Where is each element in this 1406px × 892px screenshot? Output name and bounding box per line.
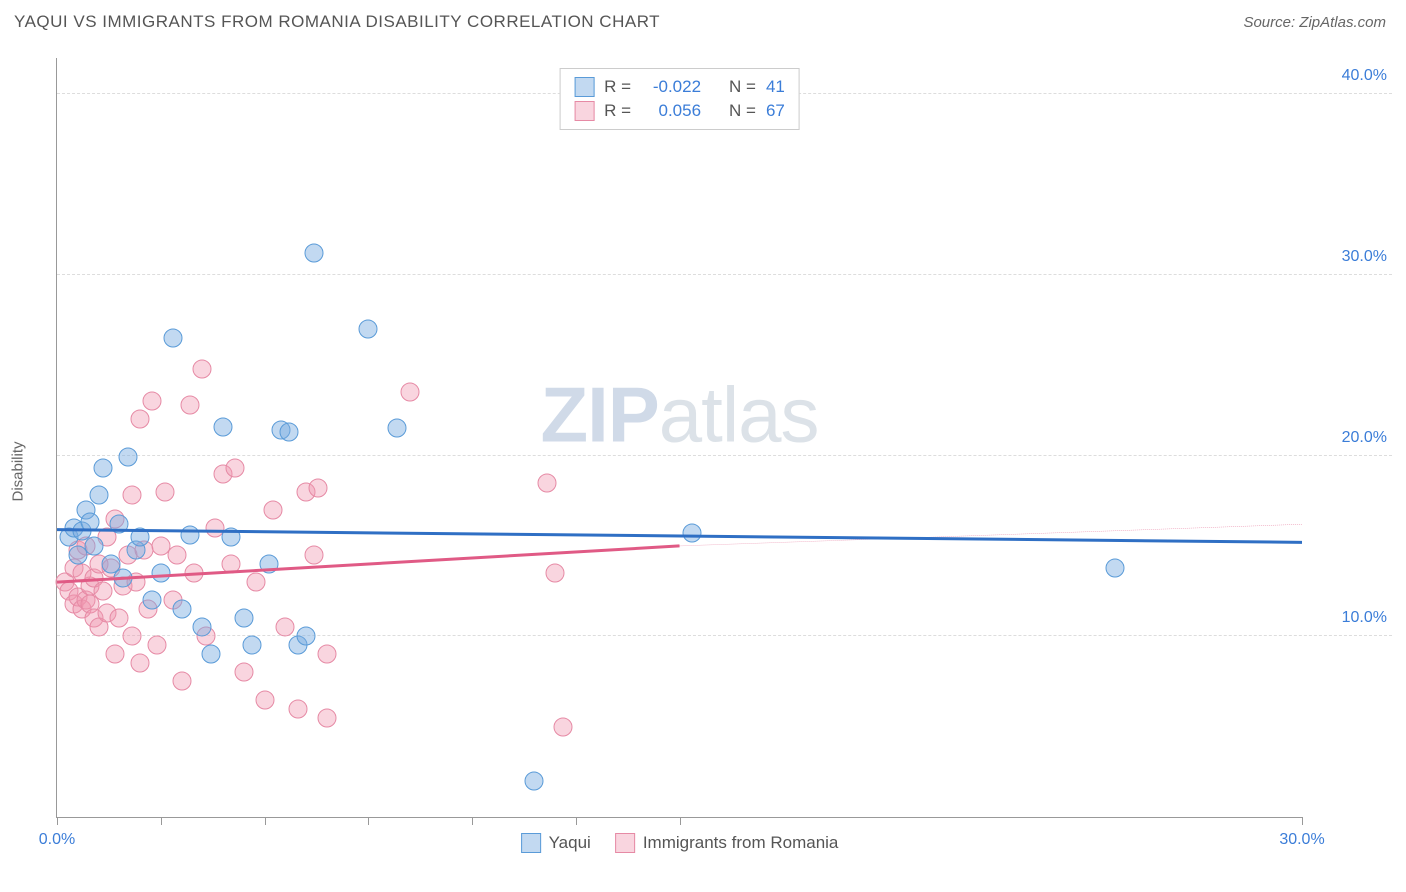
scatter-point-yaqui [114, 569, 133, 588]
x-tick-label: 0.0% [39, 831, 75, 849]
x-tick-label: 30.0% [1279, 831, 1324, 849]
scatter-point-yaqui [234, 609, 253, 628]
scatter-point-yaqui [85, 536, 104, 555]
scatter-point-romania [400, 383, 419, 402]
y-axis-label: Disability [10, 441, 27, 501]
legend-series-item: Yaqui [521, 833, 591, 853]
gridline [57, 635, 1392, 636]
scatter-point-romania [93, 582, 112, 601]
y-tick-label: 30.0% [1342, 248, 1387, 266]
x-tick [57, 817, 58, 825]
scatter-point-yaqui [305, 244, 324, 263]
scatter-point-yaqui [164, 329, 183, 348]
scatter-point-romania [122, 627, 141, 646]
scatter-point-yaqui [682, 524, 701, 543]
gridline [57, 455, 1392, 456]
scatter-point-yaqui [81, 513, 100, 532]
chart-title: YAQUI VS IMMIGRANTS FROM ROMANIA DISABIL… [14, 12, 660, 32]
y-tick-label: 40.0% [1342, 67, 1387, 85]
legend-swatch-icon [615, 833, 635, 853]
x-tick [1302, 817, 1303, 825]
scatter-point-yaqui [172, 600, 191, 619]
scatter-point-romania [184, 564, 203, 583]
scatter-point-romania [143, 392, 162, 411]
scatter-point-yaqui [222, 527, 241, 546]
chart-container: Disability ZIPatlas R = -0.022N = 41R = … [14, 48, 1392, 878]
x-tick [161, 817, 162, 825]
source-attribution: Source: ZipAtlas.com [1243, 14, 1386, 31]
scatter-point-romania [317, 645, 336, 664]
x-tick [368, 817, 369, 825]
legend-correlation-row: R = -0.022N = 41 [574, 75, 785, 99]
scatter-point-yaqui [118, 448, 137, 467]
gridline [57, 274, 1392, 275]
x-tick [576, 817, 577, 825]
scatter-point-yaqui [201, 645, 220, 664]
scatter-point-romania [155, 482, 174, 501]
y-tick-label: 10.0% [1342, 609, 1387, 627]
x-tick [680, 817, 681, 825]
scatter-point-romania [110, 609, 129, 628]
scatter-point-yaqui [243, 636, 262, 655]
scatter-point-romania [131, 410, 150, 429]
trendlines [57, 58, 1302, 817]
scatter-point-yaqui [93, 459, 112, 478]
legend-correlation-row: R = 0.056N = 67 [574, 99, 785, 123]
legend-correlation-box: R = -0.022N = 41R = 0.056N = 67 [559, 68, 800, 130]
scatter-point-romania [106, 645, 125, 664]
legend-swatch-icon [574, 77, 594, 97]
scatter-point-romania [222, 555, 241, 574]
scatter-point-yaqui [297, 627, 316, 646]
scatter-point-yaqui [193, 618, 212, 637]
watermark: ZIPatlas [540, 369, 818, 460]
scatter-point-yaqui [359, 320, 378, 339]
scatter-point-romania [305, 545, 324, 564]
scatter-point-yaqui [180, 526, 199, 545]
scatter-point-yaqui [525, 771, 544, 790]
legend-series-label: Yaqui [549, 833, 591, 853]
scatter-point-romania [247, 573, 266, 592]
scatter-point-romania [147, 636, 166, 655]
scatter-point-romania [255, 690, 274, 709]
scatter-point-romania [288, 699, 307, 718]
scatter-point-yaqui [259, 555, 278, 574]
legend-series-label: Immigrants from Romania [643, 833, 839, 853]
x-tick [472, 817, 473, 825]
scatter-point-yaqui [1106, 558, 1125, 577]
scatter-point-romania [131, 654, 150, 673]
scatter-point-romania [554, 717, 573, 736]
scatter-point-romania [226, 459, 245, 478]
scatter-point-yaqui [388, 419, 407, 438]
scatter-point-yaqui [89, 486, 108, 505]
scatter-point-yaqui [143, 591, 162, 610]
scatter-point-romania [193, 359, 212, 378]
scatter-point-yaqui [151, 564, 170, 583]
plot-area: ZIPatlas R = -0.022N = 41R = 0.056N = 67… [56, 58, 1302, 818]
scatter-point-romania [168, 545, 187, 564]
scatter-point-romania [234, 663, 253, 682]
scatter-point-romania [546, 564, 565, 583]
scatter-point-romania [172, 672, 191, 691]
x-tick [265, 817, 266, 825]
legend-swatch-icon [521, 833, 541, 853]
scatter-point-romania [276, 618, 295, 637]
scatter-point-romania [263, 500, 282, 519]
scatter-point-yaqui [110, 515, 129, 534]
legend-swatch-icon [574, 101, 594, 121]
scatter-point-romania [122, 486, 141, 505]
scatter-point-yaqui [280, 423, 299, 442]
scatter-point-romania [180, 395, 199, 414]
legend-series: Yaqui Immigrants from Romania [521, 833, 839, 853]
scatter-point-romania [317, 708, 336, 727]
scatter-point-romania [537, 473, 556, 492]
y-tick-label: 20.0% [1342, 429, 1387, 447]
scatter-point-yaqui [214, 417, 233, 436]
scatter-point-yaqui [131, 527, 150, 546]
legend-series-item: Immigrants from Romania [615, 833, 839, 853]
scatter-point-romania [309, 479, 328, 498]
